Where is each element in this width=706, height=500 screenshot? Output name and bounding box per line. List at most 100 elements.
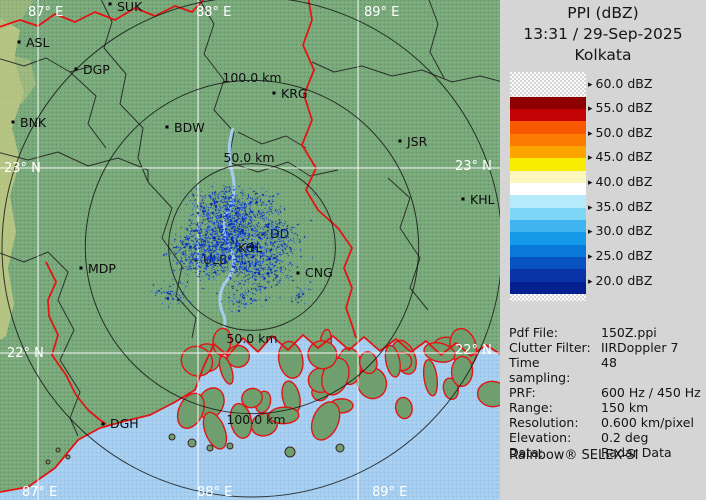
small-islet (335, 443, 345, 453)
town-dot-JSR (398, 139, 402, 143)
info-value: 150Z.ppi (601, 325, 657, 340)
colorbar-label-40.0: ▸ 40.0 dBZ (588, 174, 653, 190)
range-ring-label: 100.0 km (226, 412, 285, 427)
colorbar-label-60.0: ▸ 60.0 dBZ (588, 75, 653, 91)
town-label-DGH: DGH (110, 416, 139, 431)
info-label: Range: (509, 400, 553, 415)
range-ring-label: 100.0 km (222, 70, 281, 85)
colorbar-label-35.0: ▸ 35.0 dBZ (588, 198, 653, 214)
info-value: 0.600 km/pixel (601, 415, 694, 430)
graticule-label: 22° N (7, 346, 44, 361)
town-dot-DD (261, 232, 265, 236)
town-dot-DGH (101, 422, 105, 426)
info-value: 48 (601, 355, 617, 370)
colorbar-band-14 (510, 244, 586, 257)
colorbar-band-tail (510, 293, 586, 301)
colorbar-band-13 (510, 232, 586, 245)
info-row: Clutter Filter: IIRDoppler 7 (509, 340, 701, 355)
town-label-MDP: MDP (88, 261, 116, 276)
town-dot-BNK (11, 120, 15, 124)
graticule-label: 89° E (364, 5, 399, 20)
info-label: Elevation: (509, 430, 572, 445)
town-dot-KHL (461, 197, 465, 201)
info-row: Resolution: 0.600 km/pixel (509, 415, 701, 430)
graticule-label: 88° E (196, 5, 231, 20)
info-label: Pdf File: (509, 325, 558, 340)
colorbar-band-16 (510, 269, 586, 282)
small-islet (206, 444, 214, 452)
scan-info-table: Pdf File: 150Z.ppi Clutter Filter: IIRDoppl… (509, 325, 701, 460)
info-label: Time sampling: (509, 355, 571, 385)
range-ring-label: 50.0 km (226, 331, 277, 346)
town-label-DD: DD (270, 226, 289, 241)
colorbar-band-4 (510, 121, 586, 134)
panel-datetime: 13:31 / 29-Sep-2025 (523, 25, 683, 43)
small-islet (168, 433, 176, 441)
graticule-label: 87° E (22, 485, 57, 500)
town-label-CNG: CNG (305, 265, 333, 280)
panel-station: Kolkata (574, 46, 632, 64)
town-label-DGP: DGP (83, 62, 110, 77)
graticule-label: 89° E (372, 485, 407, 500)
town-label-JSR: JSR (406, 134, 428, 149)
small-islet (55, 447, 61, 453)
info-row: Data: Radar Data (509, 445, 701, 460)
small-islet (284, 446, 296, 458)
colorbar-band-3 (510, 108, 586, 122)
info-label: Resolution: (509, 415, 579, 430)
colorbar-label-55.0: ▸ 55.0 dBZ (588, 100, 653, 116)
colorbar-band-1 (510, 84, 586, 97)
colorbar-label-50.0: ▸ 50.0 dBZ (588, 124, 653, 140)
info-label: PRF: (509, 385, 536, 400)
info-label: Clutter Filter: (509, 340, 591, 355)
info-row: PRF: 600 Hz / 450 Hz (509, 385, 701, 400)
software-credit: Rainbow® SELEX-SI (509, 448, 639, 463)
small-islet (45, 459, 51, 465)
colorbar-tick-arrow: ▸ (588, 79, 593, 90)
info-value: 150 km (601, 400, 649, 415)
colorbar-tick-arrow: ▸ (588, 153, 593, 164)
info-row: Range: 150 km (509, 400, 701, 415)
info-row: Elevation: 0.2 deg (509, 430, 701, 445)
town-dot-BDW (165, 125, 169, 129)
graticule-label: 22° N (455, 343, 492, 358)
panel-title: PPI (dBZ) (567, 4, 639, 22)
info-panel: PPI (dBZ) 13:31 / 29-Sep-2025 Kolkata ▸ 6… (500, 0, 706, 500)
info-value: 0.2 deg (601, 430, 649, 445)
town-dot-CNG (296, 271, 300, 275)
info-value: IIRDoppler 7 (601, 340, 679, 355)
town-label-ASL: ASL (26, 35, 49, 50)
colorbar-band-17 (510, 281, 586, 294)
town-dot-MDP (79, 266, 83, 270)
colorbar (510, 72, 586, 301)
colorbar-tick-arrow: ▸ (588, 178, 593, 189)
colorbar-band-7 (510, 158, 586, 171)
town-dot-DGP (74, 67, 78, 71)
town-label-ULB: ULB (203, 252, 228, 267)
colorbar-band-2 (510, 96, 586, 109)
town-label-KRG: KRG (281, 86, 308, 101)
small-islet (65, 454, 71, 460)
info-value: Radar Data (601, 445, 672, 460)
colorbar-label-25.0: ▸ 25.0 dBZ (588, 248, 653, 264)
colorbar-tick-arrow: ▸ (588, 104, 593, 115)
town-label-KHL: KHL (470, 192, 495, 207)
small-islet (187, 438, 197, 448)
colorbar-tick-arrow: ▸ (588, 276, 593, 287)
graticule-label: 23° N (4, 161, 41, 176)
colorbar-label-45.0: ▸ 45.0 dBZ (588, 149, 653, 165)
graticule-label: 87° E (28, 5, 63, 20)
small-islet (226, 442, 234, 450)
town-dot-ULB (194, 258, 198, 262)
colorbar-label-30.0: ▸ 30.0 dBZ (588, 223, 653, 239)
colorbar-band-5 (510, 133, 586, 146)
graticule-label: 23° N (455, 159, 492, 174)
colorbar-tick-arrow: ▸ (588, 128, 593, 139)
town-label-BDW: BDW (174, 120, 205, 135)
town-label-BNK: BNK (20, 115, 47, 130)
colorbar-tick-arrow: ▸ (588, 227, 593, 238)
colorbar-band-10 (510, 195, 586, 208)
colorbar-band-8 (510, 170, 586, 183)
colorbar-tick-arrow: ▸ (588, 252, 593, 263)
